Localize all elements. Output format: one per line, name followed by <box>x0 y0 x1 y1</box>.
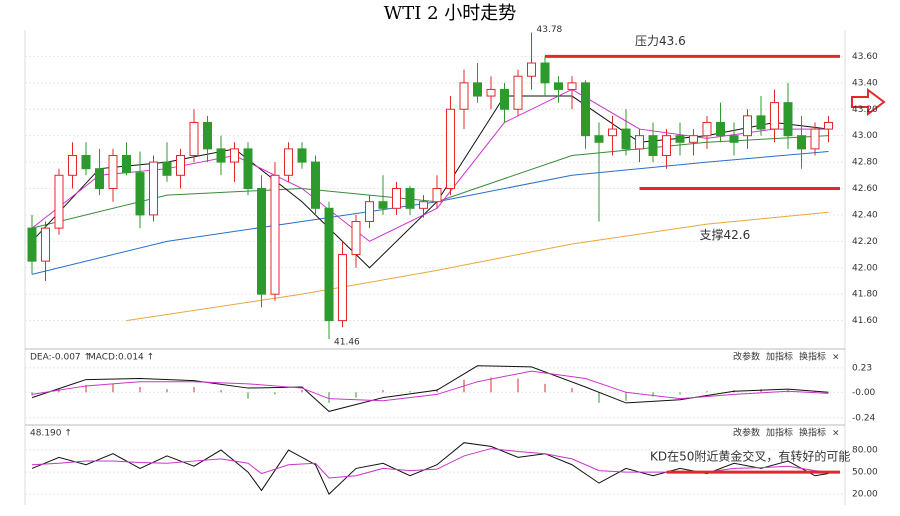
toolbar-button[interactable]: × <box>832 429 840 439</box>
candle-body <box>203 121 212 150</box>
candle-body <box>581 82 590 137</box>
candle-body <box>689 135 698 143</box>
candle-body <box>594 135 604 143</box>
price-label: 43.78 <box>537 25 563 35</box>
candle-body <box>41 227 50 262</box>
candle-body <box>432 188 442 203</box>
candle-body <box>351 221 361 256</box>
candle-body <box>540 62 550 84</box>
candle-body <box>797 135 806 150</box>
arrow-icon[interactable] <box>851 88 886 116</box>
level-label: 支撑42.6 <box>700 227 751 242</box>
toolbar-button[interactable]: 换指标 <box>799 427 826 439</box>
candle-body <box>284 148 293 176</box>
kd-note: KD在50附近黄金交叉，有转好的可能 <box>650 449 850 464</box>
candle-body <box>216 148 226 163</box>
candle-body <box>108 154 118 190</box>
y-tick-label: 42.80 <box>852 158 878 168</box>
candle-body <box>675 135 685 143</box>
toolbar-button[interactable]: 加指标 <box>766 427 793 439</box>
y-tick-label: 42.00 <box>852 263 878 273</box>
indicator-line <box>126 211 829 322</box>
candle-body <box>257 188 266 295</box>
candle-body <box>230 148 239 163</box>
candle-body <box>608 128 617 137</box>
y-tick-label: 43.00 <box>852 131 878 141</box>
toolbar-button[interactable]: 改参数 <box>733 351 760 363</box>
candle-body <box>824 121 833 130</box>
candle-body <box>338 254 347 322</box>
y-tick-label: 42.60 <box>852 184 878 194</box>
candle-body <box>810 128 820 150</box>
candle-body <box>635 135 644 150</box>
candle-body <box>68 154 77 176</box>
y-tick-label: -0.00 <box>852 388 876 398</box>
candle-body <box>243 148 253 189</box>
toolbar-button[interactable]: 加指标 <box>766 351 793 363</box>
y-tick-label: -0.24 <box>852 413 876 423</box>
candle-body <box>702 121 712 137</box>
candle-body <box>729 135 739 143</box>
candle-body <box>446 108 455 189</box>
y-tick-label: 42.20 <box>852 237 878 247</box>
candle-body <box>378 201 388 209</box>
toolbar-button[interactable]: × <box>832 353 840 363</box>
candle-body <box>662 135 671 156</box>
candle-body <box>405 188 415 209</box>
y-tick-label: 50.00 <box>852 468 878 478</box>
candle-body <box>419 201 428 209</box>
candle-body <box>513 75 523 110</box>
candle-body <box>473 82 482 97</box>
candle-body <box>162 161 172 176</box>
candle-body <box>297 148 307 163</box>
indicator-line <box>31 370 829 402</box>
toolbar-button[interactable]: 换指标 <box>799 351 826 363</box>
candle-body <box>743 115 752 137</box>
indicator-label: 48.190 ↑ <box>30 429 72 439</box>
candle-body <box>54 174 64 229</box>
candle-body <box>770 102 779 130</box>
y-tick-label: 0.23 <box>852 363 872 373</box>
candle-body <box>95 168 104 189</box>
chart-title: WTI 2 小时走势 <box>384 3 517 24</box>
candle-body <box>621 128 631 150</box>
candle-body <box>189 121 199 156</box>
candle-body <box>324 207 334 322</box>
candle-body <box>365 201 374 223</box>
price-label: 41.46 <box>334 338 360 348</box>
y-tick-label: 43.60 <box>852 52 878 62</box>
candle-body <box>122 154 131 174</box>
toolbar-button[interactable]: 改参数 <box>733 427 760 439</box>
y-tick-label: 41.60 <box>852 316 878 326</box>
candle-body <box>567 82 577 90</box>
indicator-label: MACD:0.014 ↑ <box>88 353 154 363</box>
y-tick-label: 43.20 <box>852 105 878 115</box>
candle-body <box>459 82 469 110</box>
candle-body <box>392 188 401 209</box>
candle-body <box>554 82 563 90</box>
candle-body <box>149 161 158 216</box>
y-tick-label: 43.40 <box>852 78 878 88</box>
candle-body <box>135 172 145 216</box>
candle-body <box>756 115 766 130</box>
y-tick-label: 20.00 <box>852 490 878 500</box>
candle-body <box>270 174 280 295</box>
candle-body <box>81 154 91 170</box>
candle-body <box>716 121 725 137</box>
candle-body <box>527 62 536 77</box>
candle-body <box>486 88 496 97</box>
candle-body <box>176 154 185 176</box>
y-tick-label: 42.40 <box>852 210 878 220</box>
candle-body <box>27 227 37 262</box>
candle-body <box>500 88 509 110</box>
y-tick-label: 80.00 <box>852 446 878 456</box>
level-label: 压力43.6 <box>635 34 686 48</box>
candle-body <box>648 135 658 156</box>
indicator-label: DEA:-0.007 ↑ <box>30 353 91 363</box>
candle-body <box>311 161 320 209</box>
candle-body <box>783 102 793 137</box>
y-tick-label: 41.80 <box>852 290 878 300</box>
